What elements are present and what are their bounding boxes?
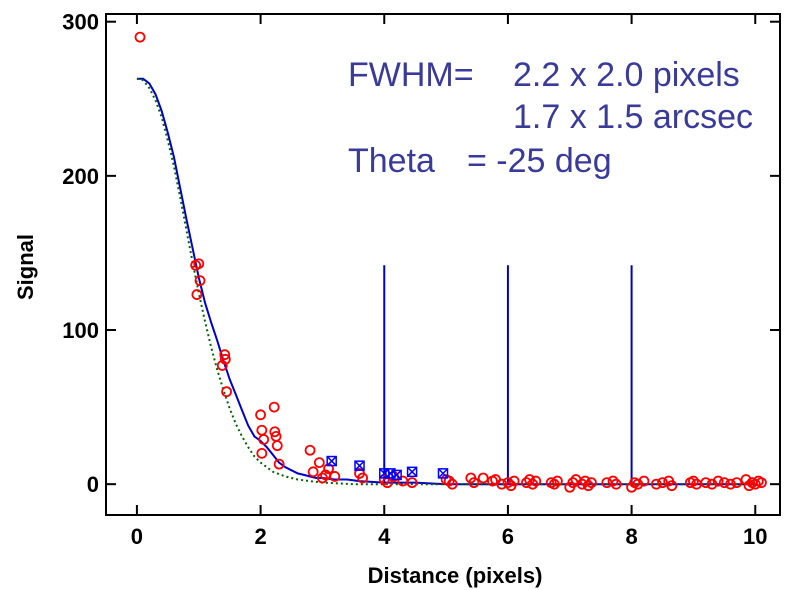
cross-box (326, 455, 337, 467)
data-point-circle (304, 444, 316, 456)
data-point-circle (502, 477, 514, 489)
data-point-circle (725, 478, 736, 490)
cross-box (437, 468, 449, 479)
data-point-cross (406, 466, 418, 478)
cross-box (406, 466, 418, 478)
data-point-circle (443, 475, 455, 487)
data-point-circle (657, 477, 668, 489)
data-points (134, 31, 767, 493)
data-point-cross (326, 455, 337, 467)
data-point-circle (219, 349, 231, 361)
data-point-circle (638, 475, 650, 487)
data-point-circle (743, 480, 755, 492)
data-point-circle (256, 424, 268, 436)
data-point-circle (601, 477, 613, 489)
y-tick-label: 300 (62, 10, 99, 35)
data-point-circle (731, 477, 743, 489)
data-point-circle (329, 471, 341, 482)
data-point-circle (134, 31, 146, 43)
data-point-circle (477, 472, 489, 484)
cross-box (354, 460, 365, 471)
data-point-circle (258, 434, 270, 445)
data-point-circle (191, 289, 203, 300)
data-point-circle (718, 477, 730, 489)
cross-stroke (326, 456, 337, 467)
fit-line-dotted (136, 77, 756, 486)
data-point-circle (219, 353, 231, 365)
data-point-cross (354, 460, 365, 471)
data-point-circle (586, 477, 597, 489)
data-point-circle (582, 480, 594, 492)
vertical-markers (383, 265, 633, 485)
y-axis-title: Signal (13, 234, 38, 300)
data-point-circle (490, 474, 501, 485)
cross-stroke (437, 468, 449, 479)
data-point-circle (650, 478, 662, 490)
data-point-circle (610, 478, 622, 490)
data-point-circle (221, 386, 232, 398)
data-point-circle (666, 480, 678, 492)
x-tick-label: 2 (254, 524, 266, 549)
x-axis-title: Distance (pixels) (368, 563, 543, 588)
data-point-circle (740, 474, 752, 485)
x-tick-label: 4 (378, 524, 391, 549)
cross-box (379, 468, 390, 479)
fit-lines (136, 77, 756, 486)
cross-stroke (391, 469, 402, 480)
data-point-circle (193, 258, 205, 270)
data-point-circle (712, 475, 724, 487)
x-tick-label: 8 (625, 524, 637, 549)
data-point-circle (269, 426, 281, 438)
y-tick-label: 0 (87, 472, 99, 497)
data-point-circle (700, 477, 712, 489)
theta-value: = -25 deg (467, 142, 612, 180)
x-tick-label: 0 (131, 524, 143, 549)
fit-line-solid (136, 77, 756, 486)
data-point-circle (468, 477, 480, 489)
data-point-circle (271, 440, 283, 452)
fwhm-label: FWHM= (348, 56, 474, 94)
data-point-circle (194, 275, 206, 287)
cross-stroke (407, 466, 418, 477)
data-point-circle (268, 401, 280, 413)
data-point-circle (357, 472, 369, 484)
cross-box (391, 469, 402, 481)
data-point-circle (216, 360, 228, 371)
y-tick-label: 100 (62, 318, 99, 343)
data-point-cross (391, 469, 402, 481)
fwhm-arcsec-value: 1.7 x 1.5 arcsec (513, 98, 753, 136)
data-point-circle (632, 478, 644, 490)
x-tick-label: 6 (502, 524, 514, 549)
x-tick-label: 10 (743, 524, 767, 549)
data-point-circle (273, 458, 285, 470)
data-point-circle (548, 478, 560, 490)
data-point-circle (317, 472, 328, 484)
data-point-circle (706, 478, 718, 490)
plot-frame (105, 13, 781, 516)
data-point-cross (437, 468, 449, 479)
cross-stroke (354, 460, 365, 471)
data-point-circle (607, 475, 619, 487)
plot-border (105, 13, 781, 516)
fwhm-pixels-value: 2.2 x 2.0 pixels (513, 56, 740, 94)
data-point-circle (313, 457, 325, 468)
data-point-circle (307, 466, 319, 478)
y-tick-label: 200 (62, 164, 99, 189)
data-point-circle (688, 475, 699, 487)
theta-label: Theta (348, 142, 435, 180)
data-point-circle (749, 478, 761, 490)
data-point-circle (446, 478, 458, 490)
data-point-circle (530, 475, 542, 487)
data-point-circle (527, 478, 539, 490)
data-point-circle (551, 475, 563, 487)
data-point-circle (378, 474, 390, 485)
data-point-circle (508, 475, 520, 487)
data-point-circle (756, 477, 767, 489)
data-point-circle (406, 477, 418, 489)
data-point-circle (256, 447, 268, 459)
data-point-circle (255, 409, 266, 421)
